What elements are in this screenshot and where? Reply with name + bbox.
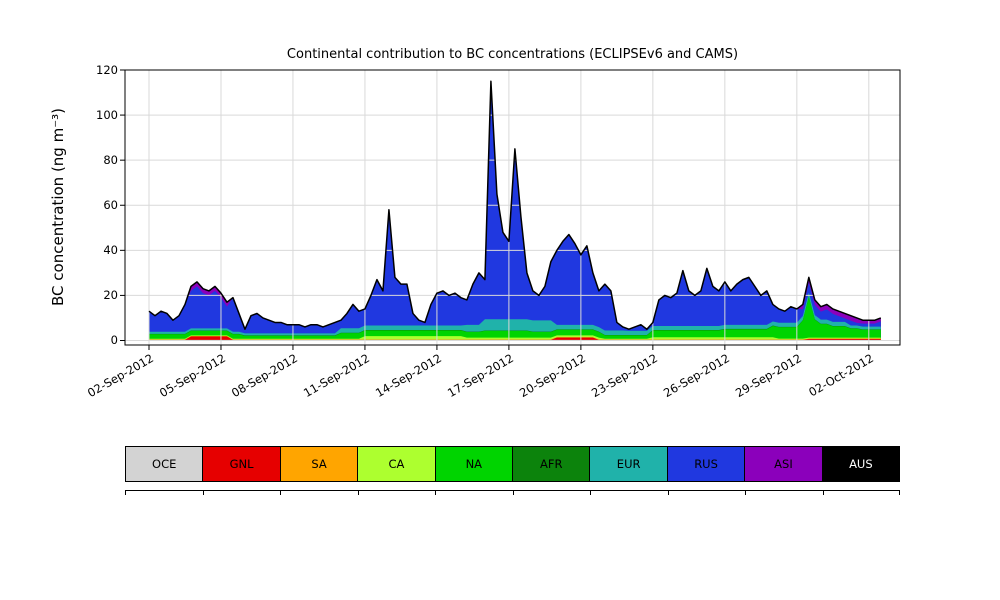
legend-label: OCE: [152, 457, 177, 471]
legend-label: ASI: [774, 457, 793, 471]
axes-frame: [124, 69, 901, 346]
legend-item-eur: EUR: [589, 446, 668, 482]
y-tick-label: 100: [96, 108, 118, 123]
legend-item-afr: AFR: [512, 446, 591, 482]
legend-axis-tick: [745, 491, 746, 495]
legend-item-asi: ASI: [744, 446, 823, 482]
legend-axis: [125, 490, 900, 495]
area-rus: [148, 82, 881, 341]
y-tick-label: 80: [103, 153, 118, 168]
legend-item-oce: OCE: [125, 446, 204, 482]
total-line: [148, 80, 882, 330]
y-tick-label: 60: [103, 198, 118, 213]
grid: [125, 69, 900, 345]
legend-item-gnl: GNL: [202, 446, 281, 482]
legend-axis-tick: [202, 491, 204, 495]
legend-axis-tick: [435, 491, 436, 495]
y-tick-label: 120: [96, 63, 118, 77]
legend-item-ca: CA: [357, 446, 436, 482]
legend-label: CA: [388, 457, 405, 471]
y-tick-label: 0: [110, 333, 118, 348]
legend: OCE GNL SA CA NA AFR EUR RUS ASI AUS: [125, 446, 901, 482]
legend-axis-tick: [667, 491, 669, 495]
legend-axis-tick: [899, 491, 900, 495]
legend-item-aus: AUS: [821, 446, 901, 482]
tick-marks: [120, 69, 870, 350]
legend-axis-tick: [590, 491, 591, 495]
y-tick-label: 40: [103, 243, 118, 258]
legend-axis-tick: [280, 491, 281, 495]
legend-axis-tick: [822, 491, 824, 495]
legend-label: EUR: [616, 457, 641, 471]
legend-label: NA: [465, 457, 483, 471]
legend-item-na: NA: [434, 446, 514, 482]
y-tick-label: 20: [103, 288, 118, 303]
legend-label: AFR: [539, 457, 563, 471]
area-eur: [148, 292, 881, 341]
legend-axis-tick: [357, 491, 359, 495]
legend-axis-tick: [125, 491, 126, 495]
legend-item-sa: SA: [279, 446, 359, 482]
area-ca: [148, 335, 881, 341]
legend-label: SA: [311, 457, 327, 471]
legend-label: GNL: [229, 457, 254, 471]
legend-item-rus: RUS: [666, 446, 746, 482]
legend-label: RUS: [694, 457, 718, 471]
legend-label: AUS: [849, 457, 873, 471]
chart-title: Continental contribution to BC concentra…: [286, 47, 739, 62]
legend-axis-tick: [512, 491, 514, 495]
